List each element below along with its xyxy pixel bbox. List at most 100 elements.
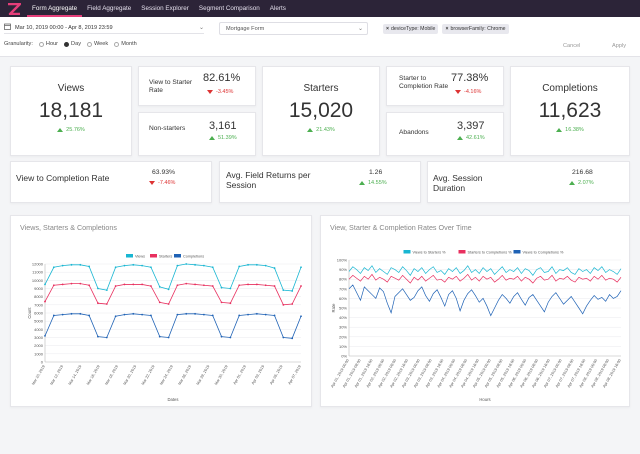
app-logo[interactable] (7, 2, 21, 15)
data-point (300, 315, 302, 318)
kpi-starter-to-completion-delta: -4.16% (455, 89, 481, 95)
calendar-icon (4, 23, 11, 32)
form-select-value: Mortgage Form (226, 25, 265, 32)
kpi-views-card: Views 18,181 25.76% (10, 66, 132, 156)
nav-tabs: Form Aggregate Field Aggregate Session E… (27, 0, 291, 17)
views-starters-completions-chart: 0 1000 2000 3000 4000 5000 6000 7000 8000 9000 100… (27, 254, 302, 402)
kpi-completions-value: 11,623 (538, 99, 602, 122)
data-point (79, 312, 82, 315)
y-tick-label: 60% (339, 296, 347, 301)
tab-alerts[interactable]: Alerts (269, 5, 286, 12)
data-point (158, 285, 161, 288)
granularity-week[interactable]: Week (87, 41, 108, 47)
data-point (70, 282, 73, 285)
granularity-month[interactable]: Month (114, 41, 137, 47)
tab-segment-comparison[interactable]: Segment Comparison (198, 5, 260, 12)
legend-swatch (150, 254, 157, 258)
data-point (194, 263, 196, 266)
data-point (282, 336, 285, 339)
granularity-hour[interactable]: Hour (38, 41, 58, 47)
granularity-day[interactable]: Day (64, 41, 81, 47)
x-tick-label: Mar 26, 2019 (178, 365, 193, 386)
legend-label: Starters (159, 254, 172, 258)
data-point (132, 263, 135, 266)
kpi-completions-card: Completions 11,623 16.38% (510, 66, 630, 156)
close-icon[interactable]: × (445, 25, 449, 32)
data-point (114, 285, 117, 287)
y-tick-label: 2000 (34, 343, 44, 348)
kpi-avg-session-duration-value: 216.68 (572, 169, 593, 176)
kpi-non-starters-value: 3,161 (209, 120, 237, 132)
y-tick-label: 9000 (34, 286, 44, 291)
data-point (238, 314, 241, 317)
data-point (52, 314, 55, 317)
kpi-non-starters-card: Non-starters 3,161 51.39% (138, 112, 256, 156)
x-tick-label: Mar 16, 2019 (86, 365, 101, 386)
kpi-completions-delta: 16.38% (511, 127, 629, 133)
x-axis-label: Hours (479, 397, 490, 402)
y-tick-label: 0% (341, 354, 347, 359)
data-point (123, 264, 126, 267)
tab-form-aggregate[interactable]: Form Aggregate (27, 0, 83, 17)
kpi-abandons-value: 3,397 (457, 120, 485, 132)
tab-session-explorer[interactable]: Session Explorer (141, 5, 189, 12)
data-point (141, 264, 144, 267)
granularity-selector: Granularity: Hour Day Week Month (4, 41, 137, 47)
x-tick-label: Mar 12, 2019 (50, 365, 65, 386)
kpi-starter-to-completion-title: Starter to Completion Rate (399, 75, 449, 90)
kpi-views-title: Views (57, 83, 85, 94)
data-point (273, 314, 276, 317)
data-point (61, 313, 64, 316)
data-point (264, 313, 267, 316)
y-tick-label: 100% (337, 258, 348, 263)
arrow-up-icon (457, 135, 463, 140)
kpi-abandons-card: Abandons 3,397 42.61% (386, 112, 504, 156)
data-point (52, 266, 55, 269)
x-tick-label: Mar 24, 2019 (159, 365, 174, 386)
data-point (97, 287, 99, 290)
data-point (220, 301, 223, 304)
kpi-abandons-title: Abandons (399, 129, 429, 136)
arrow-down-icon (455, 89, 461, 94)
kpi-starters-delta: 21.43% (263, 127, 379, 133)
data-point (150, 266, 152, 269)
y-tick-label: 70% (339, 286, 347, 291)
data-point (114, 315, 117, 318)
arrow-up-icon (569, 180, 575, 185)
kpi-starter-to-completion-value: 77.38% (451, 72, 489, 84)
apply-button[interactable]: Apply (612, 43, 626, 49)
data-point (291, 303, 294, 305)
data-point (79, 263, 82, 266)
data-point (220, 286, 223, 289)
data-point (264, 264, 267, 267)
data-point (273, 267, 276, 269)
series-line (44, 313, 302, 339)
close-icon[interactable]: × (386, 25, 390, 32)
filter-chip-browser-family[interactable]: × browserFamily: Chrome (442, 23, 509, 34)
y-tick-label: 10000 (32, 278, 44, 283)
form-select[interactable]: Mortgage Form ⌄ (219, 22, 368, 35)
legend-label: Views (135, 254, 145, 258)
data-point (229, 302, 232, 305)
chevron-down-icon[interactable]: ⌄ (198, 25, 204, 31)
arrow-up-icon (307, 127, 314, 132)
data-point (194, 283, 196, 286)
y-tick-label: 30% (339, 325, 347, 330)
kpi-views-delta: 25.76% (11, 127, 131, 133)
cancel-button[interactable]: Cancel (563, 43, 581, 49)
legend-swatch (513, 250, 521, 254)
chevron-down-icon[interactable]: ⌄ (357, 26, 363, 32)
series-line (348, 273, 622, 284)
x-tick-label: Mar 10, 2019 (31, 365, 46, 386)
data-point (194, 312, 196, 315)
legend-label: Completions (183, 254, 204, 258)
date-range-picker[interactable]: Mar 10, 2019 00:00 - Apr 8, 2019 23:59 ⌄ (4, 22, 204, 34)
data-point (255, 312, 258, 315)
date-range-value: Mar 10, 2019 00:00 - Apr 8, 2019 23:59 (15, 24, 113, 31)
x-tick-label: Mar 14, 2019 (68, 365, 83, 386)
data-point (273, 285, 276, 287)
tab-field-aggregate[interactable]: Field Aggregate (87, 5, 132, 12)
views-starters-completions-chart-card: Views, Starters & Completions 0 1000 2000 3… (10, 215, 312, 407)
x-tick-label: Mar 28, 2019 (196, 365, 211, 386)
filter-chip-device-type[interactable]: × deviceType: Mobile (383, 23, 439, 34)
